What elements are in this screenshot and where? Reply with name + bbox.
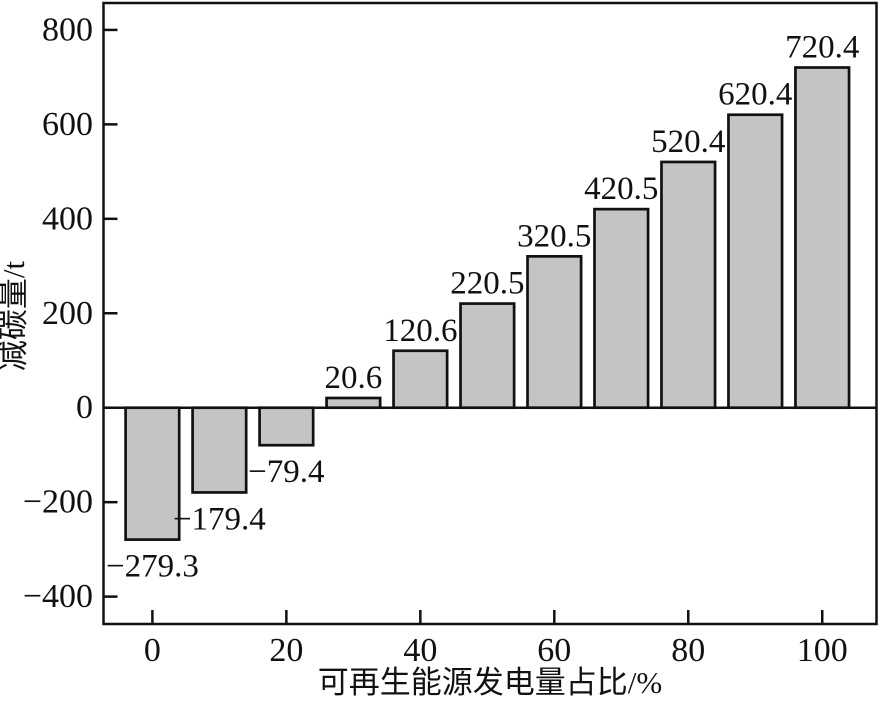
x-tick-label: 20 (269, 632, 303, 669)
x-tick-label: 40 (403, 632, 437, 669)
bar-value-label: −179.4 (173, 501, 266, 537)
bar (660, 160, 717, 410)
bar-value-label: 720.4 (785, 30, 859, 66)
bar (593, 207, 650, 410)
bar-value-label: −279.3 (106, 549, 199, 585)
bar-value-label: −79.4 (248, 454, 324, 490)
plot-frame (102, 1, 878, 626)
bars-layer (124, 66, 851, 541)
ticks-layer (104, 28, 824, 623)
y-tick-label: −200 (23, 484, 93, 521)
y-axis-title: 减碳量/t (0, 261, 31, 372)
bar (459, 302, 516, 410)
bar (727, 113, 784, 410)
y-tick-label: 800 (42, 11, 93, 48)
bar-value-label: 420.5 (584, 171, 658, 207)
x-tick-label: 0 (144, 632, 161, 669)
bar (794, 66, 851, 410)
x-tick-label: 60 (537, 632, 571, 669)
x-tick-label: 80 (671, 632, 705, 669)
y-tick-label: 200 (42, 295, 93, 332)
bar (325, 396, 382, 410)
bar-value-label: 20.6 (324, 360, 382, 396)
y-tick-label: −400 (23, 578, 93, 615)
bar-value-label: 520.4 (651, 124, 725, 160)
bar-value-label: 220.5 (450, 266, 524, 302)
x-tick-label: 100 (797, 632, 848, 669)
bar-value-label: 320.5 (517, 218, 591, 254)
bar (258, 406, 315, 447)
y-tick-label: 600 (42, 106, 93, 143)
bar (191, 406, 248, 494)
y-tick-label: 400 (42, 200, 93, 237)
y-tick-label: 0 (76, 389, 93, 426)
frame-layer (102, 1, 878, 626)
bar (526, 255, 583, 410)
x-axis-title: 可再生能源发电量占比/% (318, 665, 662, 700)
bar (124, 406, 181, 541)
bar (392, 349, 449, 410)
bar-value-label: 620.4 (718, 77, 792, 113)
bar-value-label: 120.6 (383, 313, 457, 349)
